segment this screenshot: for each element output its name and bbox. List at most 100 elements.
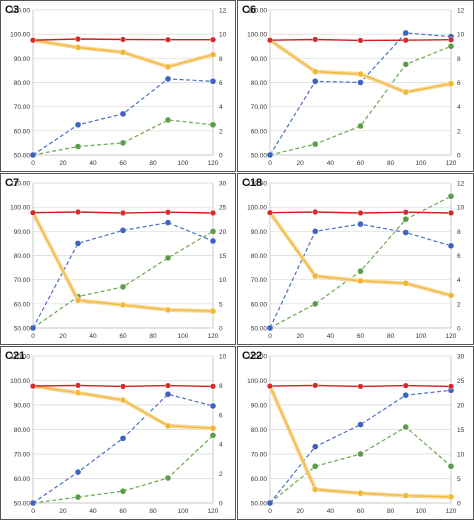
- data-point-green: [119, 283, 127, 291]
- x-tick-label: 0: [31, 333, 35, 340]
- y2-tick-label: 6: [457, 80, 461, 87]
- y-tick-label: 90.00: [14, 56, 31, 63]
- x-tick-label: 40: [327, 508, 335, 515]
- y2-tick-label: 6: [457, 253, 461, 260]
- y2-tick-label: 10: [219, 32, 227, 39]
- y-tick-label: 50.00: [251, 501, 268, 508]
- y2-tick-label: 4: [219, 442, 223, 449]
- y-tick-label: 70.00: [14, 277, 31, 284]
- data-point-blue: [119, 227, 127, 234]
- chart-svg: 50.00 60.00 70.00 80.00 90.00 100.00 110.00 0 2 4…: [247, 8, 465, 168]
- data-point-blue: [266, 151, 274, 159]
- y2-tick-label: 5: [219, 301, 223, 308]
- data-point-orange: [312, 486, 319, 493]
- x-tick-label: 40: [89, 508, 97, 515]
- data-point-green: [119, 488, 127, 495]
- chart-title: C18: [242, 177, 263, 189]
- data-point-blue: [164, 391, 172, 398]
- y-tick-label: 110.00: [248, 8, 268, 15]
- data-point-blue: [266, 324, 274, 332]
- x-tick-label: 0: [268, 160, 272, 167]
- data-point-blue: [119, 435, 127, 442]
- x-tick-label: 60: [119, 333, 127, 340]
- data-point-red: [267, 383, 274, 390]
- series-line-green: [32, 119, 214, 156]
- chart-svg: 50.00 60.00 70.00 80.00 90.00 100.00 110.00 0 5 1…: [247, 354, 465, 516]
- y2-tick-label: 20: [457, 403, 465, 410]
- y2-tick-label: 0: [457, 501, 461, 508]
- x-tick-label: 120: [208, 333, 219, 340]
- chart-svg: 50.00 60.00 70.00 80.00 90.00 100.00 110.00 0 2 4…: [10, 354, 227, 516]
- y2-tick-label: 8: [457, 229, 461, 236]
- data-point-red: [357, 209, 364, 216]
- data-point-green: [119, 139, 127, 147]
- data-point-orange: [74, 44, 82, 51]
- y-tick-label: 90.00: [251, 56, 268, 63]
- data-point-orange: [119, 396, 127, 404]
- y-tick-label: 50.00: [14, 501, 31, 508]
- y2-tick-label: 2: [457, 301, 461, 308]
- y-tick-label: 60.00: [14, 301, 31, 308]
- data-point-red: [447, 209, 454, 216]
- y2-tick-label: 4: [457, 277, 461, 284]
- data-point-red: [209, 209, 216, 216]
- data-point-red: [267, 37, 274, 44]
- y-tick-label: 70.00: [14, 452, 31, 459]
- x-tick-label: 120: [446, 508, 457, 515]
- data-point-orange: [402, 492, 409, 499]
- x-tick-label: 120: [208, 508, 219, 515]
- x-tick-label: 0: [268, 508, 272, 515]
- x-tick-label: 100: [415, 508, 426, 515]
- x-tick-label: 20: [59, 508, 67, 515]
- x-tick-label: 20: [297, 508, 305, 515]
- chart-title: C21: [5, 350, 26, 362]
- data-point-orange: [357, 489, 364, 497]
- y2-tick-label: 15: [457, 427, 465, 434]
- x-tick-label: 80: [387, 160, 395, 167]
- x-tick-label: 100: [178, 333, 189, 340]
- data-point-red: [267, 209, 274, 216]
- data-point-red: [30, 383, 37, 390]
- data-point-orange: [74, 389, 82, 396]
- y-tick-label: 90.00: [14, 229, 31, 236]
- y2-tick-label: 0: [457, 326, 461, 333]
- data-point-blue: [74, 121, 82, 128]
- series-line-blue: [269, 32, 452, 156]
- data-point-green: [402, 423, 409, 431]
- y2-tick-label: 10: [219, 277, 227, 284]
- y-tick-label: 100.00: [247, 378, 267, 385]
- x-tick-label: 100: [415, 333, 426, 340]
- x-tick-label: 60: [119, 508, 127, 515]
- data-point-red: [119, 36, 126, 43]
- y-tick-label: 110.00: [11, 354, 31, 361]
- data-point-blue: [357, 421, 364, 428]
- y-tick-label: 80.00: [251, 80, 268, 87]
- data-point-blue: [119, 110, 127, 118]
- x-tick-label: 120: [446, 160, 457, 167]
- data-point-orange: [402, 88, 409, 96]
- x-tick-label: 100: [178, 160, 189, 167]
- y2-tick-label: 15: [219, 253, 227, 260]
- data-point-orange: [74, 297, 82, 304]
- y-tick-label: 80.00: [251, 427, 268, 434]
- data-point-green: [402, 61, 409, 68]
- data-point-red: [164, 36, 171, 43]
- x-tick-label: 0: [31, 508, 35, 515]
- y2-tick-label: 8: [457, 56, 461, 63]
- y-tick-label: 90.00: [251, 403, 268, 410]
- data-point-red: [209, 36, 216, 43]
- y2-tick-label: 0: [219, 153, 223, 160]
- data-point-orange: [119, 301, 127, 309]
- y2-tick-label: 10: [457, 452, 465, 459]
- x-tick-label: 60: [357, 160, 365, 167]
- data-point-blue: [312, 78, 319, 85]
- chart-panel-c22: 50.00 60.00 70.00 80.00 90.00 100.00 110.00 0 5 1…: [237, 346, 474, 520]
- data-point-blue: [74, 240, 82, 247]
- data-point-blue: [209, 237, 217, 245]
- y-tick-label: 70.00: [251, 104, 268, 111]
- y2-tick-label: 10: [457, 32, 465, 39]
- series-line-blue: [32, 393, 214, 504]
- y-tick-label: 50.00: [14, 326, 31, 333]
- data-point-green: [357, 268, 364, 275]
